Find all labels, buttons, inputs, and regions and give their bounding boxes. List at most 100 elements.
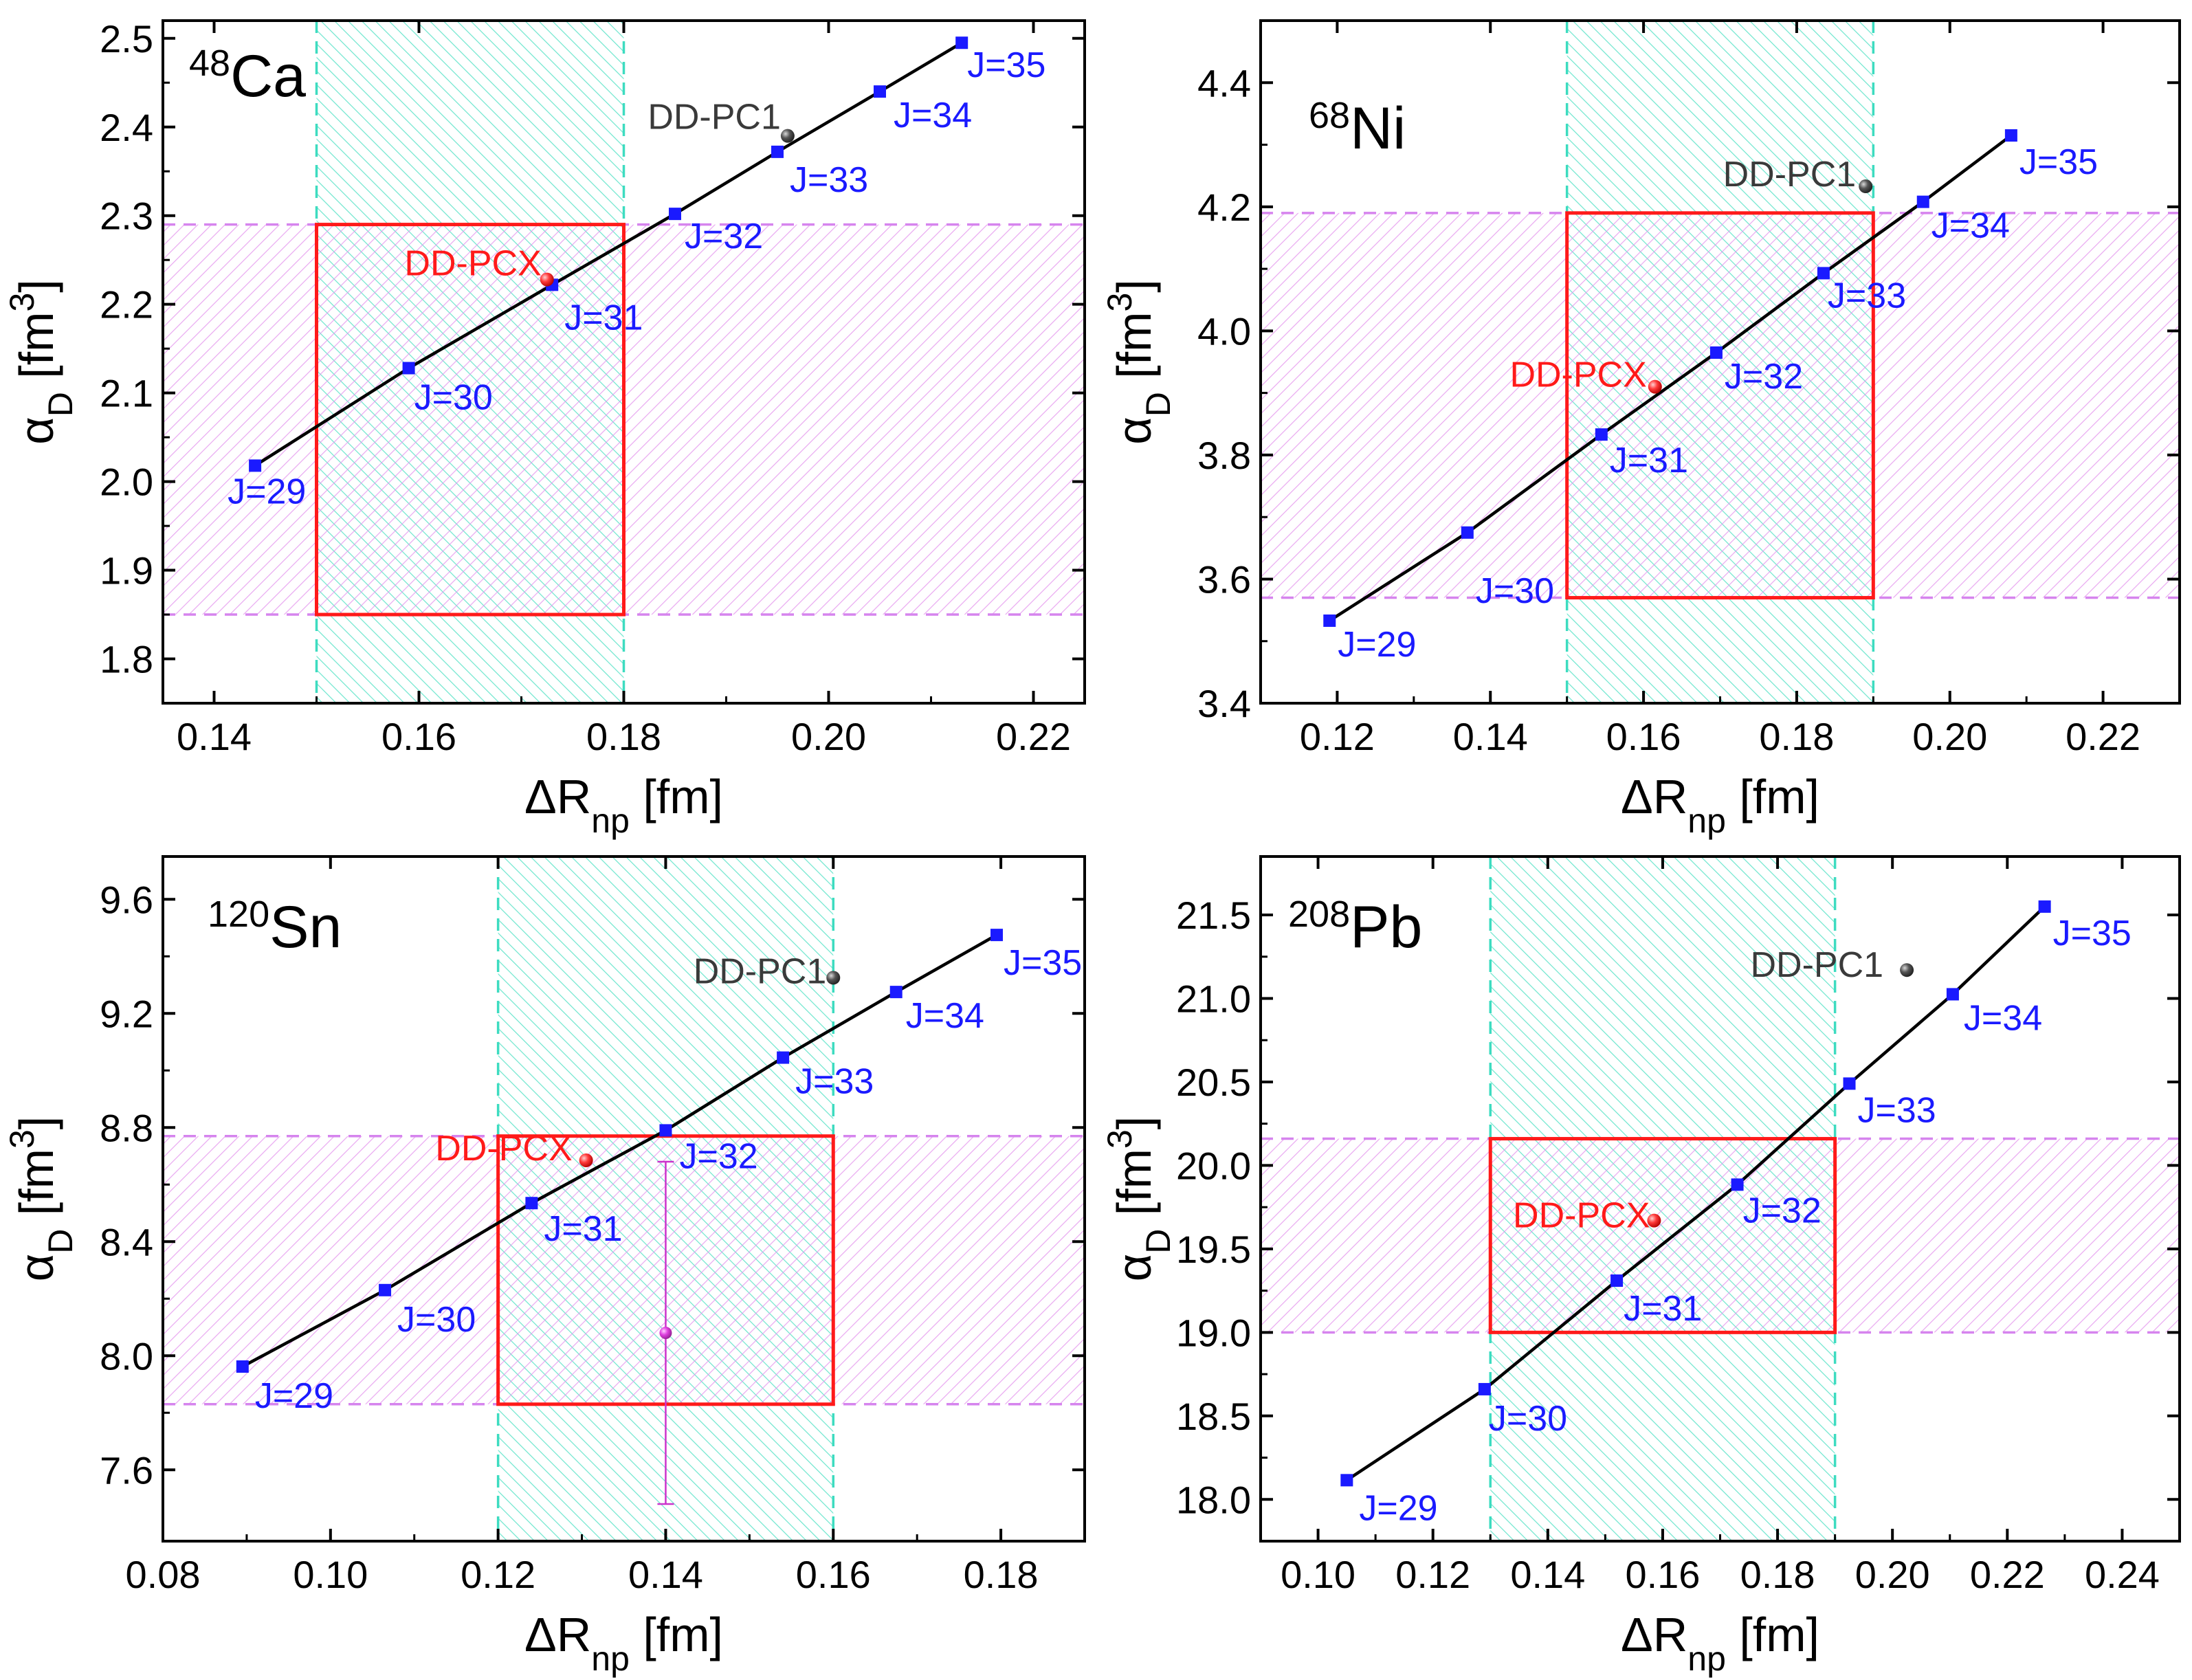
y-tick-label: 1.9 (100, 549, 153, 593)
y-tick-label: 19.5 (1176, 1228, 1251, 1271)
data-point-j32 (669, 208, 681, 221)
y-constraint-band (1261, 1138, 2180, 1333)
dd-pcx-point (540, 272, 554, 287)
data-point-j33 (1843, 1077, 1856, 1090)
error-bar-point (659, 1327, 672, 1340)
y-tick-label: 18.5 (1176, 1395, 1251, 1438)
j-label: J=33 (795, 1062, 874, 1102)
axes-frame (162, 855, 1086, 1543)
data-point-j29 (249, 459, 262, 472)
dd-pc1-point (1900, 963, 1914, 977)
data-point-j30 (1478, 1382, 1491, 1395)
j-label: J=35 (2019, 142, 2098, 182)
y-tick-label: 4.0 (1197, 309, 1251, 353)
dd-pcx-label: DD-PCX (404, 244, 541, 284)
x-tick-label: 0.22 (1970, 1553, 2045, 1596)
j-label: J=34 (894, 96, 972, 135)
dd-pc1-point (780, 129, 795, 143)
y-tick-label: 8.4 (100, 1220, 153, 1263)
x-tick-label: 0.20 (791, 715, 866, 758)
j-label: J=30 (1476, 571, 1554, 611)
data-point-j35 (2004, 129, 2017, 142)
nucleus-label: 120Sn (208, 894, 342, 960)
panel-ca: J=29 J=30 J=31 J=32 J=33 J=34 J=35 DD-PC1 DD-PCX… (3, 17, 1086, 840)
data-point-j32 (1731, 1178, 1744, 1191)
y-tick-label: 21.0 (1176, 977, 1251, 1020)
j-label: J=32 (685, 217, 763, 256)
j-label: J=29 (228, 472, 306, 511)
dd-pcx-label: DD-PCX (1513, 1196, 1650, 1236)
j-label: J=29 (1338, 625, 1416, 665)
data-point-j35 (2038, 900, 2051, 913)
y-tick-label: 20.5 (1176, 1061, 1251, 1104)
dd-pcx-label: DD-PCX (435, 1129, 572, 1169)
data-point-j30 (1461, 526, 1474, 539)
y-constraint-band (1261, 212, 2180, 598)
x-tick-label: 0.18 (964, 1553, 1039, 1596)
data-point-j35 (990, 929, 1003, 942)
x-tick-label: 0.20 (1912, 715, 1987, 758)
x-axis-title: ΔRnp [fm] (1621, 770, 1819, 840)
y-tick-label: 8.0 (100, 1334, 153, 1378)
x-tick-label: 0.24 (2085, 1553, 2160, 1596)
data-point-j34 (1946, 988, 1959, 1001)
nucleus-label: 68Ni (1309, 95, 1406, 162)
dd-pc1-label: DD-PC1 (647, 98, 781, 137)
x-tick-label: 0.20 (1855, 1553, 1930, 1596)
y-tick-label: 4.2 (1197, 186, 1251, 229)
j-label: J=35 (967, 45, 1045, 85)
data-point-j30 (379, 1283, 392, 1296)
dd-pc1-label: DD-PC1 (1751, 945, 1884, 985)
nucleus-label: 48Ca (189, 43, 306, 109)
j-label: J=29 (1359, 1488, 1437, 1528)
y-tick-label: 20.0 (1176, 1144, 1251, 1187)
y-tick-label: 2.1 (100, 372, 153, 415)
overlap-box (315, 223, 626, 617)
dd-pc1-label: DD-PC1 (1723, 155, 1857, 195)
x-tick-label: 0.14 (1510, 1553, 1585, 1596)
j-label: J=35 (1004, 943, 1082, 983)
y-constraint-band (163, 1136, 1085, 1404)
data-point-j33 (777, 1051, 790, 1064)
y-tick-label: 9.2 (100, 992, 153, 1035)
x-tick-label: 0.14 (177, 715, 252, 758)
j-label: J=31 (1624, 1289, 1702, 1329)
data-point-j33 (1817, 267, 1830, 280)
y-axis-title: αD [fm3] (3, 1116, 80, 1282)
j-label: J=31 (564, 298, 643, 338)
overlap-box (1488, 1137, 1837, 1334)
x-tick-label: 0.10 (1281, 1553, 1355, 1596)
x-tick-label: 0.12 (461, 1553, 535, 1596)
j-label: J=32 (1743, 1191, 1822, 1230)
nucleus-label: 208Pb (1288, 894, 1422, 960)
data-point-j31 (1595, 428, 1608, 441)
y-tick-label: 21.5 (1176, 894, 1251, 937)
dd-pc1-point (826, 971, 841, 985)
j-label: J=33 (1858, 1090, 1936, 1130)
j-label: J=32 (679, 1136, 757, 1176)
data-point-j29 (1340, 1474, 1353, 1487)
data-point-j34 (1916, 195, 1929, 208)
dd-pc1-label: DD-PC1 (694, 951, 827, 991)
x-tick-label: 0.16 (1625, 1553, 1700, 1596)
y-axis-title: αD [fm3] (1100, 279, 1177, 445)
y-tick-label: 2.3 (100, 195, 153, 238)
y-tick-label: 8.8 (100, 1106, 153, 1149)
dd-pcx-label: DD-PCX (1509, 355, 1646, 395)
j-label: J=35 (2053, 914, 2132, 953)
data-point-j34 (889, 986, 903, 999)
x-tick-label: 0.12 (1300, 715, 1375, 758)
x-tick-label: 0.18 (1759, 715, 1834, 758)
y-tick-label: 2.4 (100, 106, 153, 149)
y-tick-label: 18.0 (1176, 1478, 1251, 1521)
x-tick-label: 0.18 (1740, 1553, 1815, 1596)
j-label: J=33 (1828, 276, 1906, 316)
y-tick-label: 2.2 (100, 283, 153, 327)
j-label: J=34 (1931, 206, 2010, 246)
x-tick-label: 0.14 (628, 1553, 703, 1596)
x-tick-label: 0.18 (586, 715, 661, 758)
